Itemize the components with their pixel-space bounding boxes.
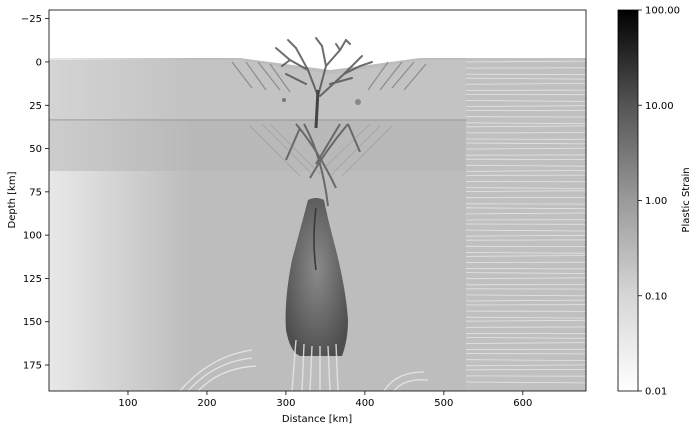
y-tick-label: −25: [21, 14, 42, 25]
y-tick-label: 75: [29, 187, 42, 198]
y-tick-label: 0: [36, 57, 42, 68]
colorbar-tick-label: 0.10: [645, 291, 667, 302]
colorbar: [617, 9, 639, 392]
y-tick-label: 25: [29, 101, 42, 112]
y-axis-ticks: −25 0 25 50 75 100 125 150 175: [21, 14, 49, 372]
colorbar-tick-label: 10.00: [645, 101, 674, 112]
colorbar-tick-label: 0.01: [645, 387, 667, 398]
colorbar-tick-label: 1.00: [645, 196, 667, 207]
plot-frame: [48, 9, 587, 392]
y-tick-label: 100: [23, 231, 42, 242]
x-axis-ticks: 100 200 300 400 500 600: [118, 391, 532, 409]
colorbar-tick-label: 100.00: [645, 6, 680, 17]
strain-field: [49, 10, 586, 391]
colorbar-label: Plastic Strain: [681, 167, 692, 232]
y-tick-label: 150: [23, 317, 42, 328]
y-tick-label: 125: [23, 274, 42, 285]
x-tick-label: 100: [118, 398, 137, 409]
x-tick-label: 500: [434, 398, 453, 409]
y-tick-label: 50: [29, 144, 42, 155]
x-tick-label: 600: [513, 398, 532, 409]
y-axis-label: Depth [km]: [7, 171, 18, 228]
x-axis-label: Distance [km]: [282, 414, 352, 425]
y-tick-label: 175: [23, 361, 42, 372]
x-tick-label: 300: [276, 398, 295, 409]
x-tick-label: 200: [197, 398, 216, 409]
colorbar-ticks: 0.01 0.10 1.00 10.00 100.00: [638, 6, 680, 398]
x-tick-label: 400: [355, 398, 374, 409]
